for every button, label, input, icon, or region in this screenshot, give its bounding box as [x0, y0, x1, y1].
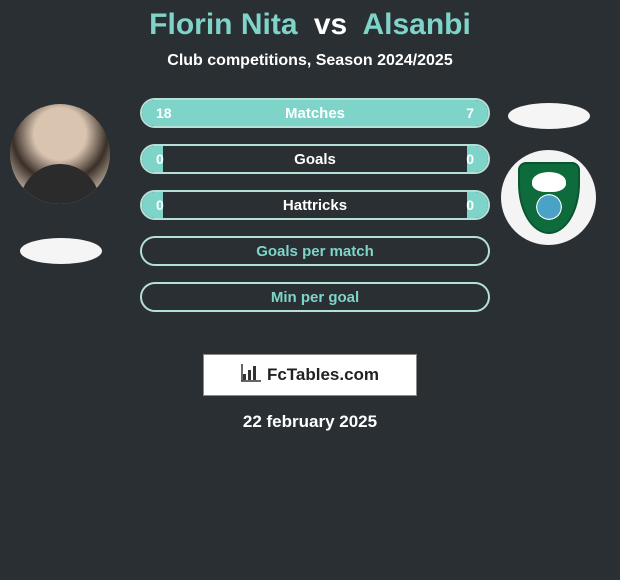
bar-chart-icon — [241, 364, 261, 387]
player2-avatar — [501, 150, 596, 245]
title-row: Florin Nita vs Alsanbi — [0, 8, 620, 42]
chart-area: 187Matches 00Goals 00Hattricks Goals per ma… — [0, 98, 620, 348]
subtitle: Club competitions, Season 2024/2025 — [0, 52, 620, 70]
club-crest-icon — [518, 162, 580, 234]
stat-row-goals-per-match: Goals per match — [140, 236, 490, 266]
stat-row-goals: 00Goals — [140, 144, 490, 174]
player1-flag — [20, 238, 102, 264]
stat-label: Goals per match — [142, 238, 488, 264]
stat-label: Matches — [142, 100, 488, 126]
player1-avatar — [10, 104, 110, 204]
date-label: 22 february 2025 — [0, 412, 620, 432]
comparison-card: Florin Nita vs Alsanbi Club competitions… — [0, 0, 620, 432]
stat-label: Min per goal — [142, 284, 488, 310]
player1-name: Florin Nita — [149, 8, 297, 41]
stat-bars: 187Matches 00Goals 00Hattricks Goals per ma… — [140, 98, 490, 328]
stat-label: Hattricks — [142, 192, 488, 218]
stat-row-min-per-goal: Min per goal — [140, 282, 490, 312]
player2-name: Alsanbi — [362, 8, 470, 41]
vs-label: vs — [314, 8, 347, 41]
stat-row-hattricks: 00Hattricks — [140, 190, 490, 220]
footer-logo[interactable]: FcTables.com — [203, 354, 417, 396]
player2-flag — [508, 103, 590, 129]
stat-row-matches: 187Matches — [140, 98, 490, 128]
footer-logo-text: FcTables.com — [267, 365, 379, 385]
stat-label: Goals — [142, 146, 488, 172]
